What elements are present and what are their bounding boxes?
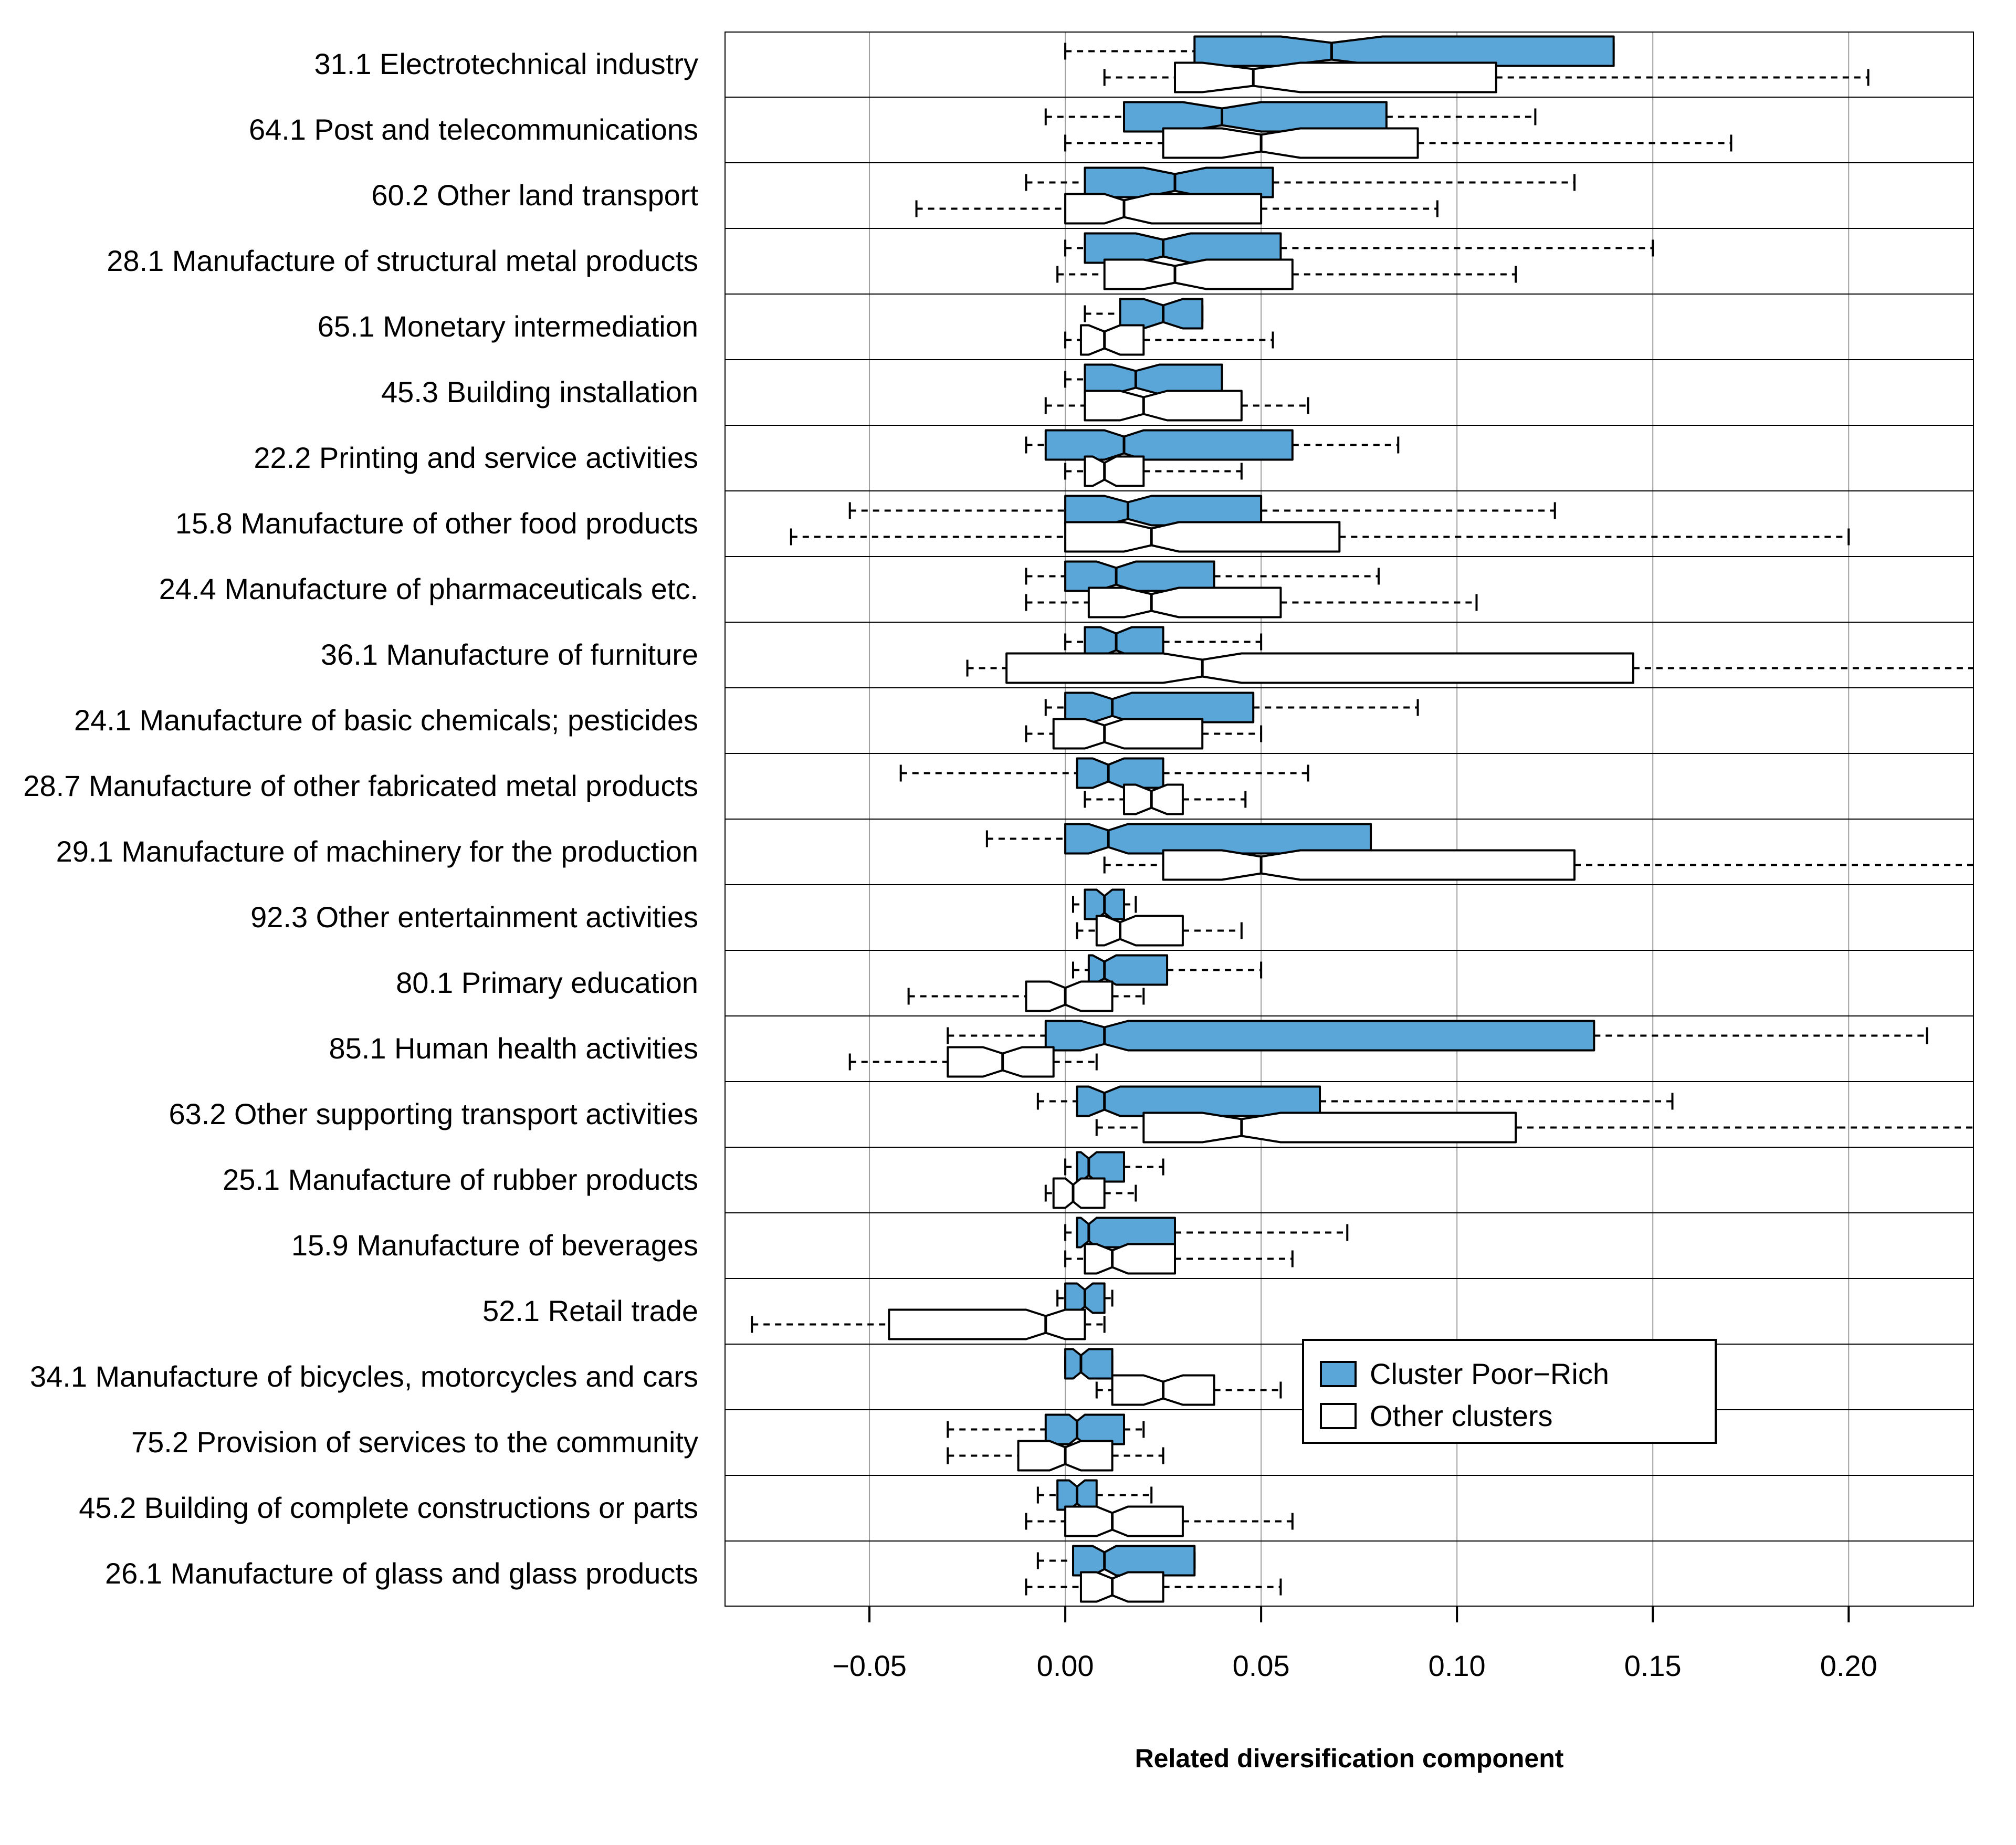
category-label: 25.1 Manufacture of rubber products bbox=[223, 1162, 698, 1197]
category-label: 92.3 Other entertainment activities bbox=[250, 900, 698, 934]
chart-container: 31.1 Electrotechnical industry 64.1 Post … bbox=[0, 0, 2016, 1845]
legend-swatch-poor-rich bbox=[1320, 1361, 1357, 1387]
legend-item-poor-rich: Cluster Poor−Rich bbox=[1320, 1357, 1609, 1391]
x-tick-label: 0.05 bbox=[1198, 1649, 1324, 1683]
category-label: 26.1 Manufacture of glass and glass prod… bbox=[105, 1556, 698, 1590]
x-tick-label: −0.05 bbox=[806, 1649, 932, 1683]
category-label: 24.1 Manufacture of basic chemicals; pes… bbox=[74, 703, 698, 737]
x-tick-label: 0.20 bbox=[1786, 1649, 1912, 1683]
category-label: 52.1 Retail trade bbox=[482, 1294, 698, 1328]
category-label: 60.2 Other land transport bbox=[371, 178, 698, 212]
y-category-labels: 31.1 Electrotechnical industry 64.1 Post … bbox=[0, 32, 724, 1607]
category-label: 64.1 Post and telecommunications bbox=[249, 112, 698, 146]
category-label: 15.9 Manufacture of beverages bbox=[291, 1228, 698, 1262]
x-tick-label: 0.10 bbox=[1394, 1649, 1520, 1683]
legend-swatch-other bbox=[1320, 1403, 1357, 1429]
x-tick-label: 0.00 bbox=[1002, 1649, 1128, 1683]
category-label: 29.1 Manufacture of machinery for the pr… bbox=[56, 834, 698, 868]
category-label: 34.1 Manufacture of bicycles, motorcycle… bbox=[30, 1359, 698, 1393]
category-label: 15.8 Manufacture of other food products bbox=[175, 506, 698, 540]
category-label: 65.1 Monetary intermediation bbox=[318, 309, 698, 343]
x-tick-label: 0.15 bbox=[1590, 1649, 1716, 1683]
category-label: 45.2 Building of complete constructions … bbox=[79, 1491, 698, 1525]
category-label: 28.7 Manufacture of other fabricated met… bbox=[23, 769, 698, 803]
category-label: 24.4 Manufacture of pharmaceuticals etc. bbox=[159, 572, 698, 606]
category-label: 22.2 Printing and service activities bbox=[254, 441, 698, 475]
legend-label-poor-rich: Cluster Poor−Rich bbox=[1370, 1357, 1609, 1391]
legend-item-other: Other clusters bbox=[1320, 1399, 1553, 1433]
category-label: 75.2 Provision of services to the commun… bbox=[131, 1425, 698, 1459]
category-label: 28.1 Manufacture of structural metal pro… bbox=[107, 244, 698, 278]
x-axis-label: Related diversification component bbox=[724, 1743, 1974, 1774]
category-label: 85.1 Human health activities bbox=[329, 1031, 699, 1065]
category-label: 80.1 Primary education bbox=[396, 966, 698, 1000]
category-label: 36.1 Manufacture of furniture bbox=[321, 637, 698, 672]
legend-label-other: Other clusters bbox=[1370, 1399, 1553, 1433]
legend: Cluster Poor−Rich Other clusters bbox=[1302, 1339, 1717, 1444]
category-label: 31.1 Electrotechnical industry bbox=[314, 47, 699, 81]
category-label: 45.3 Building installation bbox=[381, 375, 698, 409]
category-label: 63.2 Other supporting transport activiti… bbox=[169, 1097, 698, 1131]
